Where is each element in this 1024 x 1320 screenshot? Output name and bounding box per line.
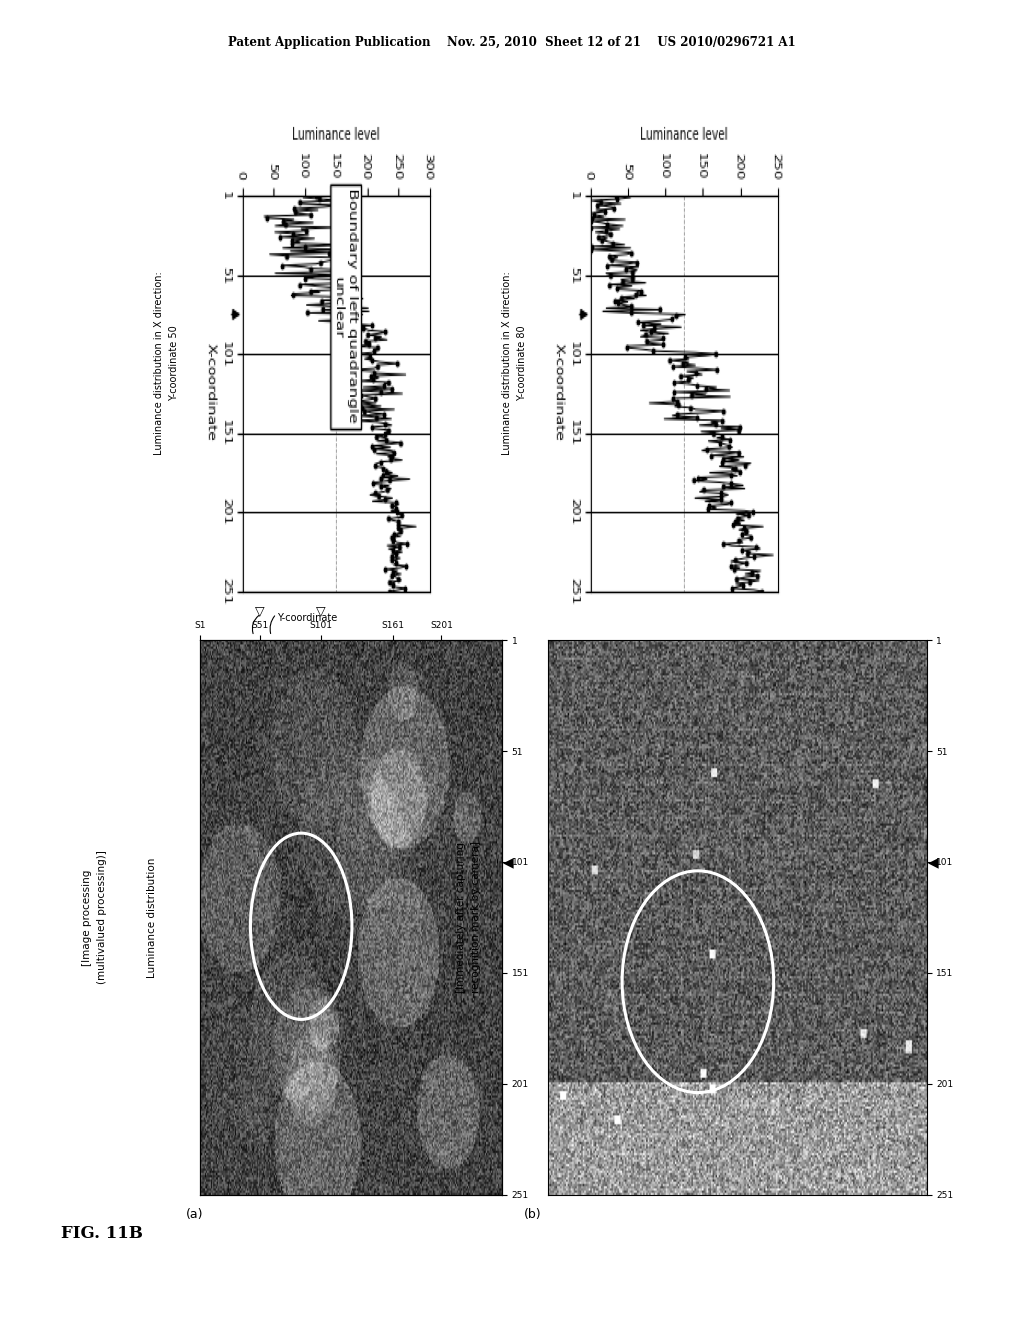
Text: Y-coordinate 50: Y-coordinate 50 — [169, 325, 179, 401]
Text: recognition mark by camera]: recognition mark by camera] — [471, 841, 481, 994]
Text: Y-coordinate 80: Y-coordinate 80 — [517, 325, 527, 401]
Text: [Immediately after capturing: [Immediately after capturing — [456, 842, 466, 993]
Text: Luminance distribution in X direction:: Luminance distribution in X direction: — [154, 271, 164, 455]
Text: Patent Application Publication    Nov. 25, 2010  Sheet 12 of 21    US 2010/02967: Patent Application Publication Nov. 25, … — [228, 36, 796, 49]
Text: Y-coordinate: Y-coordinate — [278, 612, 337, 623]
Text: ◀: ◀ — [928, 855, 939, 869]
Text: (a): (a) — [185, 1208, 204, 1221]
Text: ▽: ▽ — [315, 605, 326, 618]
Text: ▽: ▽ — [255, 605, 265, 618]
Text: Luminance distribution: Luminance distribution — [146, 857, 157, 978]
Text: Luminance distribution in X direction:: Luminance distribution in X direction: — [502, 271, 512, 455]
Text: [Image processing: [Image processing — [82, 869, 92, 966]
Text: (b): (b) — [523, 1208, 542, 1221]
Text: (multivalued processing)]: (multivalued processing)] — [97, 850, 108, 985]
Text: FIG. 11B: FIG. 11B — [61, 1225, 143, 1242]
Text: ◀: ◀ — [503, 855, 514, 869]
